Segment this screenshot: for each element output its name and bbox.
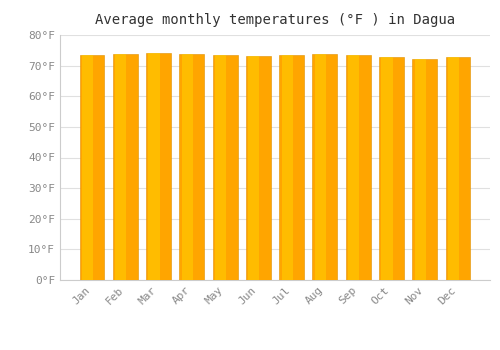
Title: Average monthly temperatures (°F ) in Dagua: Average monthly temperatures (°F ) in Da…	[95, 13, 455, 27]
Bar	[379, 57, 404, 280]
Bar	[246, 56, 271, 280]
Bar	[182, 54, 193, 280]
Bar	[282, 55, 293, 280]
Bar	[80, 55, 104, 280]
Bar	[448, 57, 459, 280]
Bar	[248, 56, 260, 280]
Bar	[346, 55, 370, 280]
Bar	[315, 54, 326, 280]
Bar	[279, 55, 304, 280]
Bar	[446, 57, 470, 280]
Bar	[180, 54, 204, 280]
Bar	[82, 55, 93, 280]
Bar	[414, 58, 426, 280]
Bar	[412, 58, 437, 280]
Bar	[212, 55, 238, 280]
Bar	[382, 57, 392, 280]
Bar	[115, 54, 126, 280]
Bar	[113, 54, 138, 280]
Bar	[148, 53, 160, 280]
Bar	[215, 55, 226, 280]
Bar	[348, 55, 360, 280]
Bar	[146, 53, 171, 280]
Bar	[312, 54, 338, 280]
